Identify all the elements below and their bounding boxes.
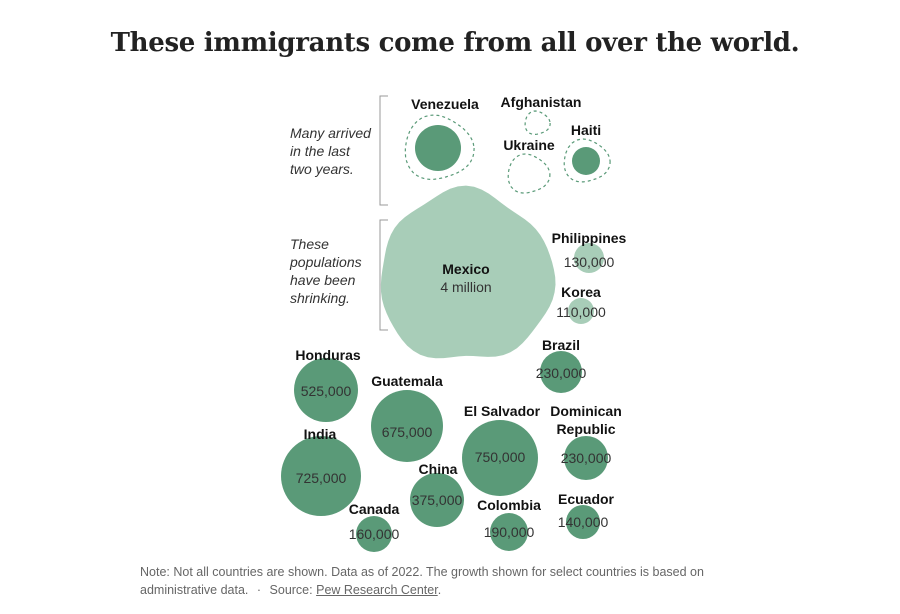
source-link[interactable]: Pew Research Center [316,583,438,597]
bubble-mexico [380,185,556,359]
bubble-el-salvador [462,420,538,496]
country-label-mexico: Mexico [442,261,489,277]
bracket-recent [379,95,388,206]
value-label-india: 725,000 [296,470,347,486]
value-label-el-salvador: 750,000 [475,449,526,465]
chart-title: These immigrants come from all over the … [110,28,800,58]
bubble-venezuela [415,125,461,171]
country-label-india: India [304,426,337,442]
value-label-philippines: 130,000 [564,254,615,270]
bubble-chart: Many arrived in the last two years. These po… [281,94,627,552]
country-label-ecuador: Ecuador [558,491,615,507]
bubbles-layer [281,110,611,552]
value-label-brazil: 230,000 [536,365,587,381]
bubble-honduras [294,358,358,422]
bubble-india [281,436,361,516]
country-label-colombia: Colombia [477,497,541,513]
value-label-ecuador: 140,000 [558,514,609,530]
bubble-dominican-republic [564,436,608,480]
country-label-dominican-republic-1: Dominican [550,403,622,419]
country-label-venezuela: Venezuela [411,96,479,112]
value-label-honduras: 525,000 [301,383,352,399]
country-label-korea: Korea [561,284,601,300]
annotation-recent-line-1: Many arrived [290,125,372,141]
value-label-colombia: 190,000 [484,524,535,540]
country-label-el-salvador: El Salvador [464,403,541,419]
source-suffix: . [437,583,442,597]
chart-note: Note: Not all countries are shown. Data … [140,563,780,599]
value-label-dominican-republic: 230,000 [561,450,612,466]
note-separator: · [256,583,262,597]
bubble-china [410,473,464,527]
bubble-growth-outline-ukraine [507,153,551,194]
country-label-dominican-republic-2: Republic [556,421,615,437]
bubble-korea [568,298,594,324]
value-label-korea: 110,000 [556,304,606,320]
bubble-colombia [490,513,528,551]
group-brackets [379,95,388,331]
country-label-china: China [419,461,458,477]
bracket-shrinking [379,219,388,331]
labels-layer: Venezuela Afghanistan Ukraine Haiti Mexico 4 … [295,94,626,542]
value-label-guatemala: 675,000 [382,424,433,440]
country-label-guatemala: Guatemala [371,373,443,389]
bubble-brazil [540,351,582,393]
bubble-canada [356,516,392,552]
country-label-ukraine: Ukraine [503,137,555,153]
note-text: Note: Not all countries are shown. Data … [140,565,704,597]
value-label-canada: 160,000 [349,526,400,542]
country-label-canada: Canada [349,501,400,517]
value-label-china: 375,000 [412,492,463,508]
annotation-shrinking-line-1: These [290,236,329,252]
country-label-brazil: Brazil [542,337,580,353]
country-label-honduras: Honduras [295,347,361,363]
bubble-haiti [572,147,600,175]
country-label-philippines: Philippines [552,230,627,246]
annotation-shrinking-line-3: have been [290,272,356,288]
source-prefix: Source: [269,583,313,597]
annotation-recent-line-2: in the last [290,143,351,159]
bubble-growth-outline-afghanistan [524,110,551,135]
group-annotations: Many arrived in the last two years. These po… [289,125,372,306]
value-label-mexico: 4 million [440,279,491,295]
country-label-haiti: Haiti [571,122,601,138]
annotation-recent-line-3: two years. [290,161,354,177]
bubble-ecuador [566,505,600,539]
bubble-growth-outline-venezuela [404,114,475,181]
bubble-philippines [574,243,604,273]
country-label-afghanistan: Afghanistan [501,94,582,110]
annotation-shrinking-line-4: shrinking. [290,290,350,306]
bubble-growth-outline-haiti [563,138,611,183]
annotation-shrinking-line-2: populations [289,254,362,270]
bubble-guatemala [371,390,443,462]
